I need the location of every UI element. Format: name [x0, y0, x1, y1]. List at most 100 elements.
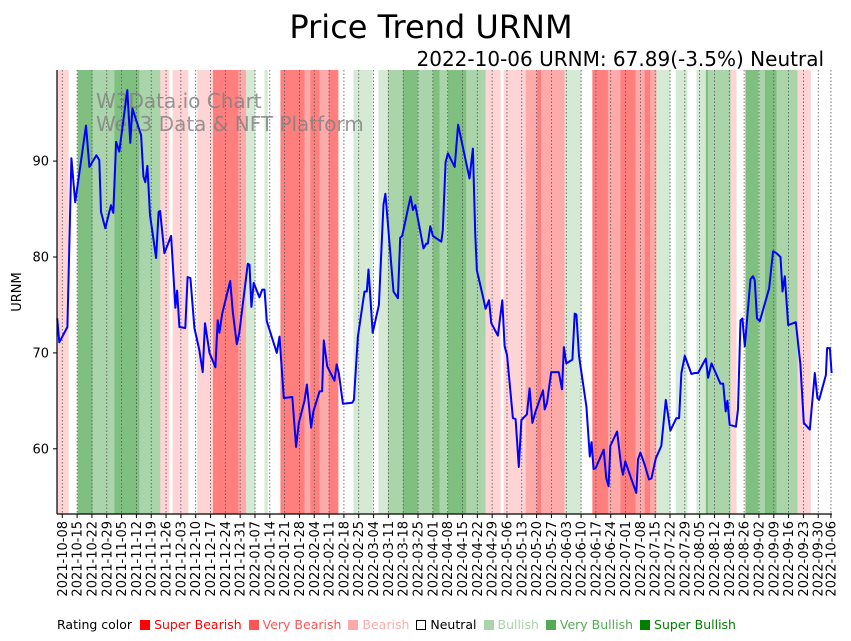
legend-swatch [416, 619, 427, 630]
x-tick-label: 2022-09-16 [782, 521, 797, 597]
rating-band-bullish [353, 70, 373, 514]
rating-band-super-bullish [745, 70, 759, 514]
rating-band-bearish [197, 70, 212, 514]
legend-label: Super Bearish [154, 617, 242, 632]
x-tick-label: 2022-05-13 [515, 521, 530, 597]
legend-item-very-bullish: Very Bullish [545, 617, 634, 632]
x-tick-label: 2021-12-10 [189, 521, 204, 597]
y-tick-label: 80 [32, 250, 49, 265]
x-tick-label: 2022-07-15 [649, 521, 664, 597]
x-tick-label: 2022-05-27 [545, 521, 560, 597]
legend-swatch [483, 619, 494, 630]
x-tick-label: 2021-12-31 [234, 521, 249, 597]
x-tick-label: 2021-10-29 [100, 521, 115, 597]
x-tick-label: 2022-02-11 [323, 521, 338, 597]
legend-label: Very Bullish [559, 617, 634, 632]
x-tick-label: 2022-06-17 [589, 521, 604, 597]
rating-band-bearish [172, 70, 189, 514]
rating-band-super-bearish [310, 70, 320, 514]
legend-swatch [348, 619, 359, 630]
x-tick-label: 2022-04-29 [486, 521, 501, 597]
rating-band-bullish [675, 70, 688, 514]
rating-band-very-bullish [92, 70, 115, 514]
x-tick-label: 2021-10-22 [85, 521, 100, 597]
legend-title: Rating color [57, 617, 133, 632]
rating-band-super-bullish [447, 70, 467, 514]
rating-band-very-bullish [466, 70, 486, 514]
rating-band-bullish [696, 70, 706, 514]
rating-band-bullish [264, 70, 268, 514]
x-tick-label: 2022-03-04 [367, 521, 382, 597]
x-tick-label: 2021-11-12 [130, 521, 145, 597]
x-tick-label: 2021-12-24 [219, 521, 234, 597]
x-tick-label: 2022-03-11 [382, 521, 397, 597]
x-tick-label: 2022-08-19 [723, 521, 738, 597]
rating-band-bearish [503, 70, 526, 514]
x-tick-label: 2022-05-20 [530, 521, 545, 597]
rating-band-bullish [378, 70, 388, 514]
x-tick-label: 2022-10-06 [824, 521, 839, 597]
x-tick-label: 2022-09-09 [767, 521, 782, 597]
x-tick-label: 2022-02-18 [337, 521, 352, 597]
x-tick-label: 2022-09-30 [812, 521, 827, 597]
rating-band-very-bearish [319, 70, 329, 514]
rating-band-super-bearish [592, 70, 608, 514]
x-tick-label: 2022-04-08 [441, 521, 456, 597]
legend-label: Very Bearish [262, 617, 342, 632]
x-tick-label: 2021-12-17 [204, 521, 219, 597]
x-tick-label: 2022-09-02 [752, 521, 767, 597]
legend-item-very-bearish: Very Bearish [248, 617, 342, 632]
rating-band-very-bullish [776, 70, 798, 514]
y-tick-label: 90 [32, 155, 49, 170]
rating-band-very-bullish [417, 70, 433, 514]
x-tick-label: 2022-01-14 [263, 521, 278, 597]
x-tick-label: 2022-04-22 [471, 521, 486, 597]
x-tick-label: 2022-07-22 [664, 521, 679, 597]
x-tick-label: 2021-11-19 [145, 521, 160, 597]
rating-band-super-bearish [328, 70, 339, 514]
rating-band-super-bullish [77, 70, 93, 514]
rating-band-very-bullish [439, 70, 448, 514]
x-tick-label: 2022-06-24 [604, 521, 619, 597]
y-tick-label: 70 [32, 346, 49, 361]
legend-swatch [140, 619, 151, 630]
x-tick-label: 2022-08-05 [693, 521, 708, 597]
price-line-urnm [56, 89, 833, 494]
rating-band-very-bearish [541, 70, 565, 514]
legend-item-super-bearish: Super Bearish [140, 617, 242, 632]
x-tick-label: 2022-01-07 [248, 521, 263, 597]
legend-swatch [248, 619, 259, 630]
x-tick-label: 2022-09-23 [797, 521, 812, 597]
legend-swatch [640, 619, 651, 630]
legend-label: Bullish [497, 617, 539, 632]
rating-band-super-bearish [644, 70, 651, 514]
x-tick-label: 2021-12-03 [174, 521, 189, 597]
x-tick-label: 2022-01-21 [278, 521, 293, 597]
rating-band-bearish [160, 70, 170, 514]
rating-band-very-bearish [238, 70, 247, 514]
legend-item-bullish: Bullish [483, 617, 539, 632]
x-tick-label: 2021-10-08 [56, 521, 71, 597]
x-tick-label: 2022-03-18 [397, 521, 412, 597]
x-tick-label: 2022-01-28 [293, 521, 308, 597]
rating-band-very-bearish [525, 70, 538, 514]
rating-band-bearish [485, 70, 501, 514]
rating-band-super-bullish [764, 70, 777, 514]
legend-item-super-bullish: Super Bullish [640, 617, 736, 632]
rating-band-very-bullish [708, 70, 731, 514]
rating-band-bullish [656, 70, 671, 514]
rating-band-super-bullish [432, 70, 440, 514]
rating-band-very-bullish [139, 70, 161, 514]
x-tick-label: 2022-02-04 [308, 521, 323, 597]
x-tick-label: 2022-08-12 [708, 521, 723, 597]
legend: Rating color Super Bearish Very Bearish Be… [57, 617, 743, 632]
legend-label: Bearish [362, 617, 410, 632]
x-tick-label: 2022-05-06 [500, 521, 515, 597]
chart-subtitle: 2022-10-06 URNM: 67.89(-3.5%) Neutral [417, 47, 825, 71]
legend-item-bearish: Bearish [348, 617, 409, 632]
x-tick-label: 2021-10-15 [71, 521, 86, 597]
rating-band-very-bullish [387, 70, 403, 514]
rating-band-super-bullish [402, 70, 418, 514]
x-tick-label: 2022-07-08 [634, 521, 649, 597]
rating-band-bullish [564, 70, 582, 514]
